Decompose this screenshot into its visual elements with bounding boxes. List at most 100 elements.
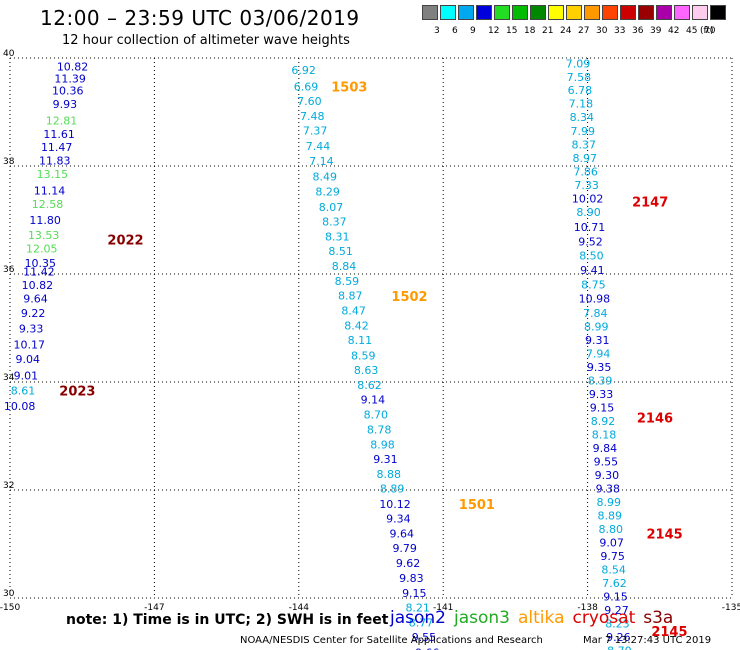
lat-tick-label: 38	[3, 157, 15, 167]
wave-height-value: 7.58	[567, 71, 592, 84]
wave-height-value: 7.99	[571, 125, 596, 138]
wave-height-value: 10.98	[579, 293, 611, 306]
wave-height-value: 9.41	[580, 264, 605, 277]
legend-altika: altika	[518, 608, 565, 628]
wave-height-value: 11.61	[43, 128, 75, 141]
pass-time-label: 2147	[632, 196, 668, 211]
wave-height-value: 7.37	[303, 125, 328, 138]
colorbar-swatch	[710, 5, 726, 20]
wave-height-value: 8.70	[364, 409, 389, 422]
wave-height-value: 8.77	[409, 617, 434, 630]
wave-height-value: 8.92	[591, 415, 616, 428]
wave-height-value: 9.38	[596, 483, 621, 496]
wave-height-value: 9.34	[386, 512, 411, 525]
colorbar-swatch	[602, 5, 618, 20]
wave-height-value: 6.78	[568, 84, 593, 97]
lat-tick-label: 36	[3, 265, 15, 275]
wave-height-value: 9.01	[14, 369, 39, 382]
wave-height-value: 10.82	[57, 60, 89, 73]
wave-height-value: 9.79	[392, 542, 417, 555]
track-left: 10.8211.3910.369.9312.8111.6111.4711.831…	[4, 60, 88, 413]
lat-tick-label: 34	[3, 373, 15, 383]
lon-tick-label: -147	[144, 603, 164, 613]
lon-tick-label: -135	[722, 603, 740, 613]
colorbar-label: 70	[704, 26, 716, 36]
map-title: 12:00 – 23:59 UTC 03/06/2019	[40, 6, 360, 30]
wave-height-value: 8.42	[344, 320, 369, 333]
wave-height-value: 9.66	[415, 646, 440, 650]
wave-height-value: 12.81	[46, 114, 78, 127]
colorbar-swatch	[440, 5, 456, 20]
colorbar-label: 27	[578, 26, 590, 36]
wave-height-value: 7.60	[297, 95, 322, 108]
colorbar-swatch	[512, 5, 528, 20]
wave-height-value: 10.36	[52, 85, 84, 98]
pass-time-label: 2023	[59, 385, 95, 400]
wave-height-value: 7.84	[583, 307, 608, 320]
wave-height-value: 8.31	[325, 231, 350, 244]
map-grid	[9, 57, 733, 599]
colorbar-swatch	[476, 5, 492, 20]
wave-height-value: 8.63	[354, 364, 379, 377]
map-subtitle: 12 hour collection of altimeter wave hei…	[62, 33, 350, 48]
wave-height-tracks: 10.8211.3910.369.9312.8111.6111.4711.831…	[4, 58, 632, 650]
colorbar-label: 15	[506, 26, 518, 36]
wave-height-value: 11.14	[34, 185, 66, 198]
track-middle: 6.92 6.69 7.60 7.48 7.37 7.44 7.14 8.49 8.29 8.07…	[291, 64, 440, 650]
colorbar-swatch	[584, 5, 600, 20]
wave-height-value: 8.23	[605, 618, 630, 631]
wave-height-value: 7.44	[306, 140, 331, 153]
colorbar-label: 45	[686, 26, 698, 36]
colorbar-label: 33	[614, 26, 626, 36]
wave-height-value: 8.51	[328, 245, 353, 258]
wave-height-value: 8.99	[597, 496, 622, 509]
pass-time-label: 1501	[459, 498, 495, 513]
wave-height-value: 8.98	[370, 438, 395, 451]
wave-height-value: 9.64	[23, 293, 48, 306]
pass-time-labels: 1503150215011500202220232147214621452145	[59, 80, 687, 640]
wave-height-value: 8.99	[584, 321, 609, 334]
colorbar-swatch	[458, 5, 474, 20]
pass-time-label: 2022	[107, 233, 143, 248]
wave-height-value: 10.12	[379, 498, 411, 511]
colorbar-label: 30	[596, 26, 608, 36]
legend-jason3: jason3	[454, 608, 510, 628]
wave-height-value: 10.02	[572, 193, 604, 206]
colorbar-label: 12	[488, 26, 500, 36]
pass-time-label: 2145	[651, 625, 687, 640]
wave-height-value: 9.04	[16, 353, 41, 366]
wave-height-value: 8.61	[11, 384, 36, 397]
wave-height-value: 11.83	[39, 154, 71, 167]
wave-height-value: 11.47	[41, 141, 73, 154]
colorbar-swatch	[656, 5, 672, 20]
wave-height-value: 9.15	[402, 587, 427, 600]
generation-timestamp: Mar 7 13:27:43 UTC 2019	[583, 635, 712, 646]
wave-height-value: 8.84	[332, 260, 357, 273]
wave-height-value: 11.80	[29, 214, 61, 227]
colorbar-swatch	[692, 5, 708, 20]
wave-height-value: 9.55	[594, 456, 619, 469]
wave-height-value: 6.69	[294, 80, 319, 93]
colorbar-swatch	[494, 5, 510, 20]
wave-height-value: 9.84	[593, 442, 618, 455]
colorbar-swatch	[674, 5, 690, 20]
wave-height-value: 9.64	[390, 528, 415, 541]
wave-height-value: 10.71	[574, 221, 606, 234]
lat-tick-label: 30	[3, 589, 15, 599]
wave-height-value: 9.31	[373, 453, 398, 466]
wave-height-value: 7.18	[569, 98, 594, 111]
wave-height-value: 8.87	[338, 289, 363, 302]
lat-tick-label: 32	[3, 481, 14, 491]
lon-tick-label: -144	[289, 603, 310, 613]
wave-height-value: 10.08	[4, 400, 36, 413]
wave-height-value: 11.39	[54, 72, 86, 85]
wave-height-value: 9.07	[599, 537, 624, 550]
colorbar-label: 18	[524, 26, 536, 36]
pass-time-label: 2145	[647, 528, 683, 543]
lon-tick-label: -141	[433, 603, 453, 613]
colorbar-swatch	[620, 5, 636, 20]
colorbar-label: 21	[542, 26, 554, 36]
colorbar-swatch	[638, 5, 654, 20]
wave-height-value: 8.62	[357, 379, 382, 392]
colorbar-swatch	[530, 5, 546, 20]
